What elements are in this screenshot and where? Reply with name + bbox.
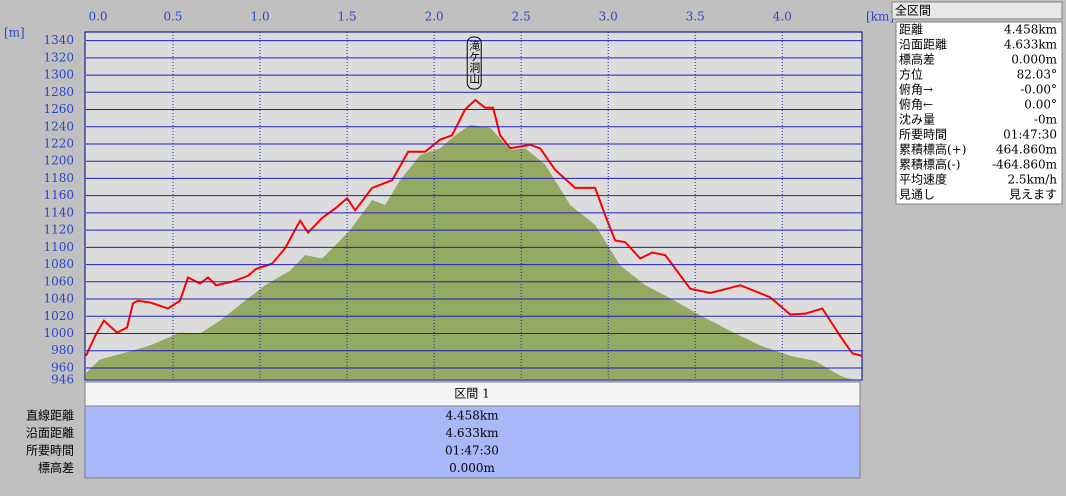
- y-tick-label: 1300: [43, 68, 74, 82]
- panel-label: 標高差: [899, 52, 935, 67]
- annotation: 滝ケ洞山: [468, 40, 481, 84]
- y-tick-label: 1040: [43, 292, 74, 306]
- panel-label: 所要時間: [899, 128, 947, 142]
- x-unit-label: [km]: [866, 10, 894, 24]
- panel-label: 沿面距離: [899, 38, 947, 52]
- section-rows: 直線距離 4.458km 沿面距離 4.633km 所要時間 01:47:30 標高差 0.0…: [26, 408, 499, 476]
- panel-title-box: [891, 1, 1063, 20]
- panel-label: 方位: [899, 67, 923, 82]
- x-tick-label: 4.0: [773, 10, 792, 24]
- x-tick-label: 3.5: [686, 10, 705, 24]
- y-tick-label: 1280: [43, 85, 74, 99]
- panel-value: -464.860m: [992, 158, 1058, 172]
- section-value: 01:47:30: [445, 444, 499, 458]
- x-tick-label: 1.5: [338, 10, 357, 24]
- x-tick-label: 3.0: [599, 10, 618, 24]
- panel-label: 沈み量: [899, 112, 935, 127]
- y-tick-label: 1020: [43, 309, 74, 323]
- panel-body: [895, 21, 1063, 205]
- y-tick-label: 1200: [43, 154, 74, 168]
- x-tick-label: 1.0: [251, 10, 270, 24]
- x-tick-label: 0.5: [163, 10, 182, 24]
- y-unit-label: [m]: [4, 26, 25, 40]
- panel-value: 0.000m: [1011, 53, 1057, 67]
- section-header: 区間 1: [454, 387, 489, 401]
- panel-title: 全区間: [895, 3, 931, 18]
- x-tick-label: 0.0: [88, 10, 107, 24]
- panel-label: 見通し: [899, 188, 935, 202]
- panel-value: -0.00°: [1020, 83, 1057, 97]
- y-tick-label: 1220: [43, 136, 74, 150]
- section-label: 所要時間: [26, 444, 74, 458]
- y-tick-label: 946: [51, 373, 74, 387]
- y-tick-label: 1120: [43, 223, 74, 237]
- section-header-box: [84, 381, 861, 407]
- panel-value: 2.5km/h: [1007, 173, 1057, 187]
- y-tick-label: 1080: [43, 257, 74, 271]
- y-tick-label: 1140: [43, 205, 74, 219]
- section-value: 0.000m: [449, 461, 495, 475]
- panel-value: 01:47:30: [1003, 128, 1057, 142]
- panel-value: 0.00°: [1024, 98, 1057, 112]
- y-tick-label: 1240: [43, 119, 74, 133]
- panel-value: 4.633km: [1004, 38, 1058, 52]
- route-line: [85, 98, 863, 357]
- y-tick-label: 1100: [43, 240, 74, 254]
- y-tick-label: 1180: [43, 171, 74, 185]
- panel-label: 平均速度: [899, 172, 947, 187]
- panel-value: 464.860m: [996, 143, 1058, 157]
- section-label: 沿面距離: [26, 426, 74, 440]
- section-value: 4.633km: [445, 426, 499, 440]
- section-body: [84, 405, 861, 479]
- panel-value: -0m: [1034, 113, 1058, 127]
- y-tick-label: 980: [51, 343, 74, 357]
- annotation-box: [466, 36, 482, 90]
- y-tick-label: 1340: [43, 33, 74, 47]
- panel-rows: 距離 4.458km 沿面距離 4.633km 標高差 0.000m 方位 82.03° 俯角→…: [899, 23, 1058, 202]
- panel-value: 4.458km: [1004, 23, 1058, 37]
- panel-label: 俯角→: [899, 82, 933, 97]
- panel-label: 俯角←: [899, 97, 933, 112]
- x-tick-label: 2.0: [425, 10, 444, 24]
- y-tick-label: 1000: [43, 326, 74, 340]
- panel-value: 82.03°: [1017, 68, 1057, 82]
- y-tick-label: 1160: [43, 188, 74, 202]
- x-tick-label: 2.5: [512, 10, 531, 24]
- section-label: 直線距離: [26, 408, 74, 423]
- section-value: 4.458km: [445, 409, 499, 423]
- panel-label: 累積標高(+): [899, 142, 966, 157]
- y-tick-label: 1260: [43, 102, 74, 116]
- y-tick-label: 1060: [43, 274, 74, 288]
- panel-value: 見えます: [1009, 188, 1057, 202]
- panel-label: 累積標高(-): [899, 157, 960, 172]
- section-label: 標高差: [38, 460, 74, 475]
- y-tick-label: 960: [51, 360, 74, 374]
- panel-label: 距離: [899, 23, 923, 37]
- y-tick-label: 1320: [43, 50, 74, 64]
